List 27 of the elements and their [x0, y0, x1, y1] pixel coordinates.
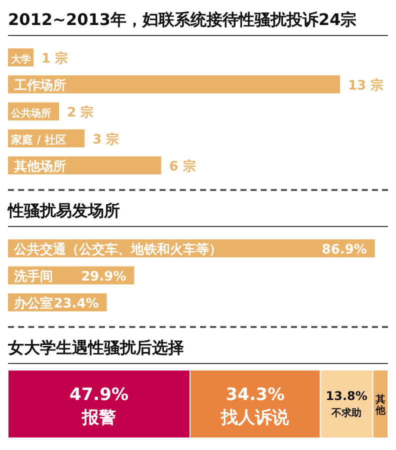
data-label: 86.9%: [322, 242, 367, 258]
chart-title: 2012~2013年，妇联系统接待性骚扰投诉24宗: [8, 9, 358, 31]
series-label: 报警: [81, 408, 116, 428]
chart-title: 女大学生遇性骚扰后选择: [8, 337, 185, 359]
data-label: 13 宗: [348, 77, 384, 94]
category-label: 公共交通（公交车、地铁和火车等）: [14, 242, 222, 258]
data-label: 34.3%: [226, 385, 285, 405]
series-label: 不求助: [330, 407, 362, 419]
data-label: 2 宗: [67, 104, 94, 120]
series-label: 找人诉说: [220, 408, 290, 428]
category-label: 洗手间: [14, 269, 53, 284]
category-label: 办公室: [14, 296, 53, 312]
data-label: 1 宗: [42, 50, 68, 66]
data-label: 3 宗: [92, 131, 120, 148]
data-label: 23.4%: [54, 296, 99, 312]
category-label: 大学: [11, 54, 31, 66]
data-label: 29.9%: [81, 269, 126, 284]
data-label: 13.8%: [326, 389, 368, 403]
series-label: 其他: [374, 394, 386, 416]
data-label: 47.9%: [70, 385, 128, 405]
category-label: 其他场所: [14, 159, 66, 174]
category-label: 工作场所: [14, 78, 66, 94]
bar: [8, 75, 340, 94]
category-label: 家庭 / 社区: [11, 133, 67, 146]
chart-title: 性骚扰易发场所: [8, 200, 121, 222]
category-label: 公共场所: [11, 108, 51, 120]
data-label: 6 宗: [169, 158, 196, 174]
